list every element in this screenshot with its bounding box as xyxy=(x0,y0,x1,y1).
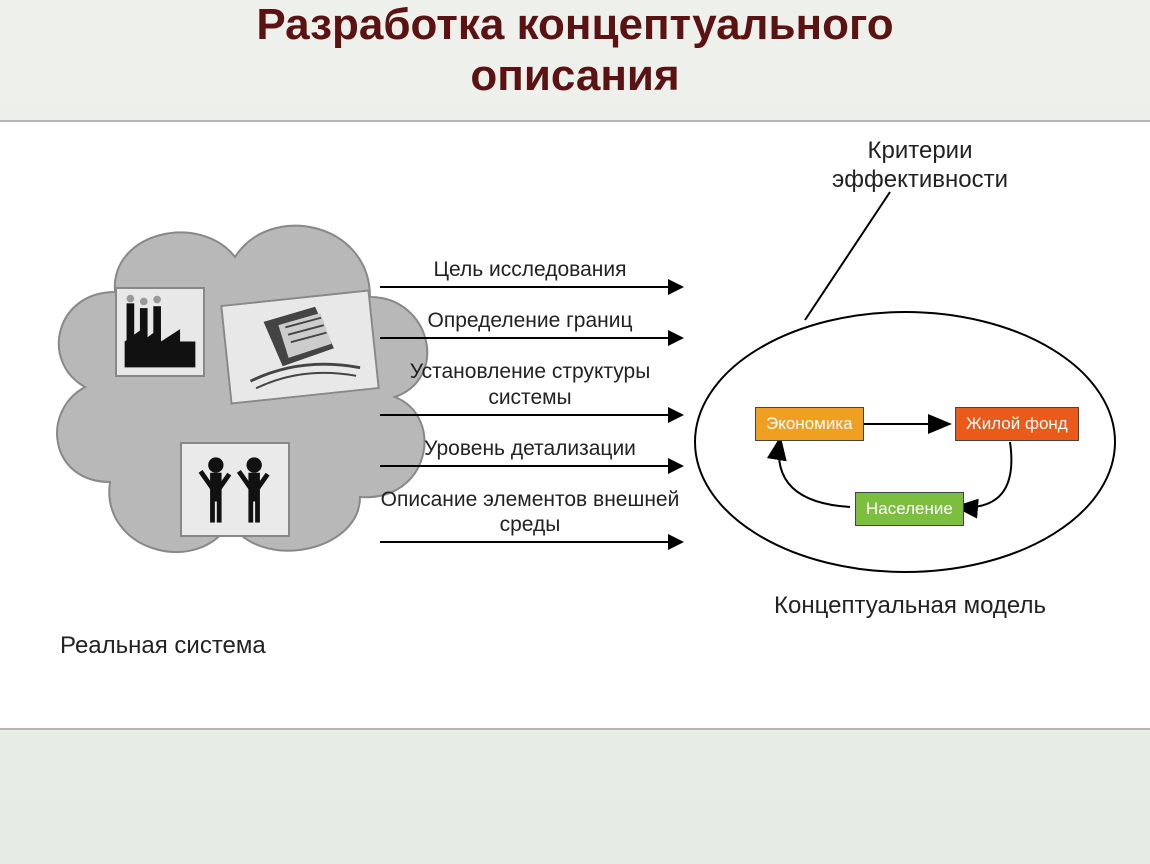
arrow-row: Уровень детализации xyxy=(360,436,700,467)
arrow-line xyxy=(380,414,680,416)
right-label-text: Концептуальная модель xyxy=(774,592,1046,619)
arrows-column: Цель исследования Определение границ Уст… xyxy=(360,257,700,563)
slide-title: Разработка концептуального описания xyxy=(0,0,1150,101)
node-label: Население xyxy=(866,499,953,518)
conceptual-model-ellipse: Экономика Жилой фонд Население xyxy=(690,302,1120,582)
conceptual-model-label: Концептуальная модель xyxy=(770,592,1050,620)
diagram-panel: Реальная система Цель исследования Опред… xyxy=(0,120,1150,730)
node-label: Жилой фонд xyxy=(966,414,1068,433)
arrow-row: Цель исследования xyxy=(360,257,700,288)
factory-icon xyxy=(115,287,205,377)
ellipse-shape xyxy=(690,302,1120,582)
criteria-text: Критерии эффективности xyxy=(832,137,1008,193)
real-system-label: Реальная система xyxy=(60,632,266,660)
arrow-label: Цель исследования xyxy=(434,257,627,282)
title-line-1: Разработка концептуального xyxy=(256,0,893,49)
arrow-label: Описание элементов внешней среды xyxy=(360,487,700,537)
arrow-line xyxy=(380,337,680,339)
arrow-row: Установление структуры системы xyxy=(360,359,700,415)
arrow-line xyxy=(380,286,680,288)
arrow-label: Определение границ xyxy=(428,308,633,333)
node-pop: Население xyxy=(855,492,964,526)
arrow-label: Установление структуры системы xyxy=(390,359,670,409)
arrow-line xyxy=(380,541,680,543)
arrow-label: Уровень детализации xyxy=(424,436,636,461)
people-icon xyxy=(180,442,290,537)
arrow-row: Определение границ xyxy=(360,308,700,339)
node-label: Экономика xyxy=(766,414,853,433)
title-line-2: описания xyxy=(470,51,679,100)
arrow-row: Описание элементов внешней среды xyxy=(360,487,700,543)
criteria-label: Критерии эффективности xyxy=(780,137,1060,195)
buildings-icon xyxy=(220,289,380,404)
arrow-line xyxy=(380,465,680,467)
node-housing: Жилой фонд xyxy=(955,407,1079,441)
node-econ: Экономика xyxy=(755,407,864,441)
